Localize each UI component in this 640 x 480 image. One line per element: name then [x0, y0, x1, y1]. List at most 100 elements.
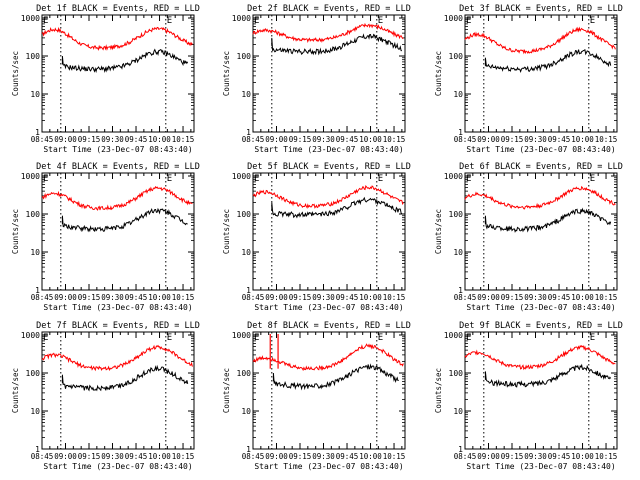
- panel-title: Det 2f BLACK = Events, RED = LLD: [247, 4, 411, 14]
- x-tick-label: 09:15: [501, 135, 524, 144]
- series-events-line: [271, 33, 402, 56]
- y-tick-label: 10: [30, 90, 40, 99]
- corner-mark: E: [167, 333, 172, 343]
- plot-frame: [252, 172, 406, 291]
- y-tick-label: 10: [30, 248, 40, 257]
- y-tick-label: 100: [26, 210, 41, 219]
- panel-title: Det 4f BLACK = Events, RED = LLD: [36, 162, 200, 172]
- plot-frame: [464, 172, 618, 291]
- x-tick-label: 10:00: [148, 135, 171, 144]
- x-tick-label: 10:00: [571, 293, 594, 302]
- series-events-line: [484, 207, 612, 233]
- y-tick-label: 10: [453, 407, 463, 416]
- y-tick-label: 10: [30, 407, 40, 416]
- y-tick-label: 1: [458, 286, 463, 295]
- x-tick-label: 08:45: [31, 452, 54, 461]
- x-tick-label: 09:15: [501, 293, 524, 302]
- y-tick-label: 1000: [444, 331, 463, 340]
- chart-panel: Det 3f BLACK = Events, RED = LLD 1 10 100 10…: [434, 4, 623, 154]
- x-tick-label: 10:00: [359, 135, 382, 144]
- x-tick-label: 10:00: [148, 452, 171, 461]
- x-tick-label: 09:45: [548, 293, 571, 302]
- x-tick-label: 08:45: [242, 452, 265, 461]
- series-events-line: [61, 207, 188, 233]
- y-tick-label: 100: [26, 52, 41, 61]
- x-tick-label: 10:00: [571, 452, 594, 461]
- series-events-line: [271, 196, 403, 219]
- plot-frame: [41, 331, 195, 450]
- x-tick-label: 09:45: [125, 135, 148, 144]
- x-tick-label: 09:30: [101, 293, 124, 302]
- x-tick-label: 08:45: [454, 452, 477, 461]
- y-tick-label: 100: [26, 369, 41, 378]
- plot-frame: [41, 14, 195, 133]
- x-tick-label: 10:00: [359, 452, 382, 461]
- y-axis-label: Counts/sec: [434, 51, 443, 96]
- corner-mark: E: [590, 16, 595, 26]
- chart-panel: Det 1f BLACK = Events, RED = LLD 1 10 100 10…: [11, 4, 200, 154]
- corner-mark: E: [254, 174, 259, 184]
- corner-mark: E: [254, 16, 259, 26]
- series-events-line: [61, 364, 189, 392]
- series-events-line: [484, 48, 612, 74]
- x-tick-label: 08:45: [454, 135, 477, 144]
- y-tick-label: 100: [449, 210, 464, 219]
- y-tick-label: 100: [237, 369, 252, 378]
- series-lld-line: [252, 343, 404, 372]
- y-tick-label: 100: [237, 210, 252, 219]
- x-tick-label: 10:15: [383, 452, 406, 461]
- x-tick-label: 09:00: [54, 452, 77, 461]
- panel-title: Det 7f BLACK = Events, RED = LLD: [36, 321, 200, 331]
- y-tick-label: 10: [241, 407, 251, 416]
- y-tick-label: 1000: [444, 172, 463, 181]
- x-tick-label: 09:45: [336, 452, 359, 461]
- chart-panel: Det 7f BLACK = Events, RED = LLD 1 10 100 10…: [11, 321, 200, 471]
- plot-frame: [41, 172, 195, 291]
- x-tick-label: 09:30: [524, 452, 547, 461]
- y-tick-label: 1: [246, 445, 251, 454]
- y-tick-label: 100: [449, 52, 464, 61]
- x-tick-label: 09:15: [501, 452, 524, 461]
- x-tick-label: 09:15: [78, 135, 101, 144]
- x-tick-label: 09:45: [336, 135, 359, 144]
- corner-mark: E: [590, 333, 595, 343]
- x-tick-label: 09:15: [78, 452, 101, 461]
- x-tick-label: 09:15: [289, 293, 312, 302]
- corner-mark: E: [378, 174, 383, 184]
- x-tick-label: 09:45: [336, 293, 359, 302]
- y-tick-label: 100: [237, 52, 252, 61]
- y-tick-label: 1000: [232, 172, 251, 181]
- chart-panel: Det 2f BLACK = Events, RED = LLD 1 10 100 10…: [222, 4, 411, 154]
- series-events-line: [272, 363, 399, 391]
- corner-mark: E: [167, 16, 172, 26]
- x-axis-label: Start Time (23-Dec-07 08:43:40): [466, 145, 615, 154]
- series-lld-line: [464, 344, 616, 371]
- y-tick-label: 1000: [21, 331, 40, 340]
- y-axis-label: Counts/sec: [11, 368, 20, 413]
- x-axis-label: Start Time (23-Dec-07 08:43:40): [43, 303, 192, 312]
- panel-title: Det 6f BLACK = Events, RED = LLD: [459, 162, 623, 172]
- x-tick-label: 08:45: [454, 293, 477, 302]
- corner-mark: E: [590, 174, 595, 184]
- plot-frame: [464, 331, 618, 450]
- x-tick-label: 09:15: [289, 452, 312, 461]
- plot-frame: [464, 14, 618, 133]
- corner-mark: E: [466, 174, 471, 184]
- x-tick-label: 09:30: [101, 135, 124, 144]
- x-tick-label: 10:00: [359, 293, 382, 302]
- panel-title: Det 1f BLACK = Events, RED = LLD: [36, 4, 200, 14]
- chart-panel: Det 8f BLACK = Events, RED = LLD 1 10 100 10…: [222, 321, 411, 471]
- y-axis-label: Counts/sec: [11, 51, 20, 96]
- x-tick-label: 10:15: [172, 452, 195, 461]
- y-tick-label: 1: [35, 286, 40, 295]
- y-tick-label: 1: [246, 128, 251, 137]
- series-lld-line: [41, 26, 193, 51]
- series-events-line: [61, 48, 189, 74]
- series-lld-line: [252, 22, 404, 43]
- corner-mark: E: [167, 174, 172, 184]
- x-axis-label: Start Time (23-Dec-07 08:43:40): [254, 462, 403, 471]
- x-tick-label: 09:00: [54, 293, 77, 302]
- x-axis-label: Start Time (23-Dec-07 08:43:40): [466, 462, 615, 471]
- plot-frame: [252, 14, 406, 133]
- x-tick-label: 09:00: [265, 135, 288, 144]
